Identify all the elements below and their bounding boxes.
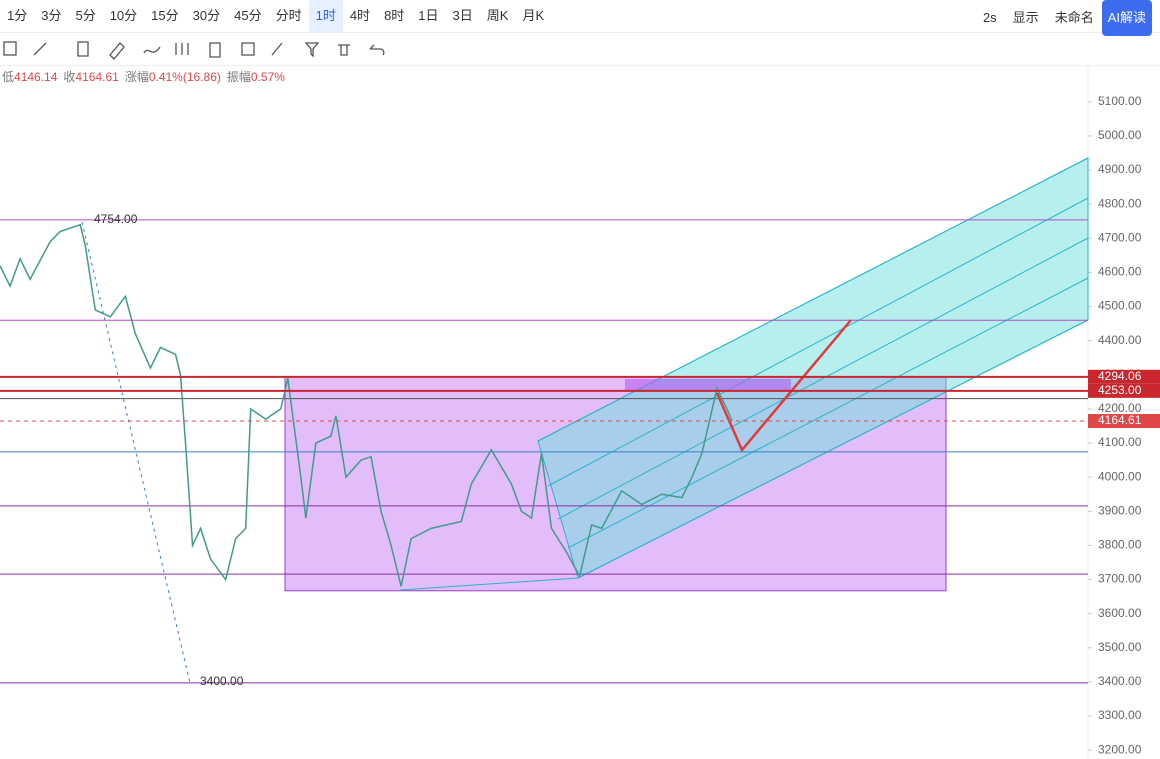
label: 低 — [2, 70, 15, 84]
y-tick-label: 3700.00 — [1098, 572, 1142, 586]
tool-icons — [3, 41, 385, 60]
display[interactable]: 显示 — [1012, 10, 1039, 25]
y-tick-label: 3900.00 — [1098, 503, 1142, 517]
ai-button[interactable]: AI解读 — [1101, 0, 1152, 36]
channel-line — [547, 197, 1089, 487]
price-tag — [1088, 369, 1160, 384]
channel-line — [557, 237, 1089, 520]
y-tick-label: 3200.00 — [1098, 742, 1142, 756]
y-tick-label: 3300.00 — [1098, 708, 1142, 722]
interval[interactable]: 10分 — [109, 8, 138, 23]
highlight — [625, 379, 791, 391]
value: 4164.61 — [75, 70, 119, 84]
interval[interactable]: 8时 — [384, 8, 405, 23]
y-tick-label: 4800.00 — [1098, 196, 1142, 210]
y-tick-label: 3500.00 — [1098, 640, 1142, 654]
y-tick-label: 4000.00 — [1098, 469, 1142, 483]
interval[interactable]: 1日 — [418, 8, 439, 23]
layout-name[interactable]: 未命名 — [1054, 10, 1094, 25]
y-tick-label: 4600.00 — [1098, 265, 1142, 279]
intervals: 1分 3分 5分 10分 15分 30分 45分 分时 1时 4时 8时 1日 3日 周K 月K — [0, 0, 1160, 32]
label: 收 — [63, 70, 76, 84]
y-tick-label: 3600.00 — [1098, 606, 1142, 620]
y-tick-label: 4900.00 — [1098, 162, 1142, 176]
interval[interactable]: 3分 — [41, 8, 62, 23]
y-tick-label: 4200.00 — [1098, 401, 1142, 415]
interval[interactable]: 1时 — [308, 0, 343, 32]
toolbar-right: 2s 显示 未命名 AI解读 — [975, 0, 1152, 36]
y-tick-label: 4700.00 — [1098, 230, 1142, 244]
price-tag-label: 4164.61 — [1098, 413, 1142, 427]
channel-line — [399, 577, 579, 591]
label: 涨幅 — [124, 70, 149, 84]
toolbar: 1分 3分 5分 10分 15分 30分 45分 分时 1时 4时 8时 1日 3日 周K 月K 2s 显示未… — [0, 0, 1160, 36]
channel — [537, 157, 1089, 579]
interval[interactable]: 分时 — [275, 8, 302, 23]
refresh[interactable]: 2s — [982, 10, 997, 25]
channel-line — [567, 277, 1089, 549]
interval[interactable]: 45分 — [234, 8, 262, 23]
interval[interactable]: 15分 — [151, 8, 179, 23]
interval[interactable]: 1分 — [7, 8, 28, 23]
price-line — [0, 223, 733, 587]
interval[interactable]: 周K — [486, 8, 509, 23]
interval[interactable]: 3日 — [452, 8, 473, 23]
interval[interactable]: 4时 — [349, 8, 371, 23]
y-tick-label: 3400.00 — [1098, 674, 1142, 688]
y-tick-label: 4300.00 — [1098, 367, 1142, 381]
channel-line — [577, 319, 1089, 579]
ohlc-info: 低4146.14 收4164.61 涨幅0.41%(16.86) 振幅0.57% — [2, 68, 291, 85]
range-box — [284, 376, 947, 592]
y-tick-label: 3800.00 — [1098, 538, 1142, 552]
interval[interactable]: 5分 — [75, 8, 96, 23]
price-tag-label: 4253.00 — [1098, 383, 1142, 397]
diag — [81, 221, 191, 684]
y-tick-label: 5100.00 — [1098, 94, 1142, 108]
value: 0.57% — [250, 70, 285, 84]
price-tag — [1088, 413, 1160, 428]
label: 振幅 — [226, 70, 251, 84]
projection — [715, 319, 852, 453]
interval[interactable]: 月K — [522, 8, 545, 23]
y-tick-label: 4400.00 — [1098, 333, 1142, 347]
channel-line — [537, 157, 1089, 442]
value: 4146.14 — [14, 70, 58, 84]
drawing-tools — [0, 33, 1160, 66]
annotation: 3400.00 — [200, 674, 244, 688]
value: 0.41%(16.86) — [148, 70, 221, 84]
interval[interactable]: 30分 — [192, 8, 221, 23]
y-tick-label: 5000.00 — [1098, 128, 1142, 142]
annotation: 4754.00 — [94, 212, 138, 226]
y-tick-label: 4100.00 — [1098, 435, 1142, 449]
price-tag-label: 4294.06 — [1098, 369, 1142, 383]
price-tag — [1088, 383, 1160, 398]
y-tick-label: 4500.00 — [1098, 299, 1142, 313]
